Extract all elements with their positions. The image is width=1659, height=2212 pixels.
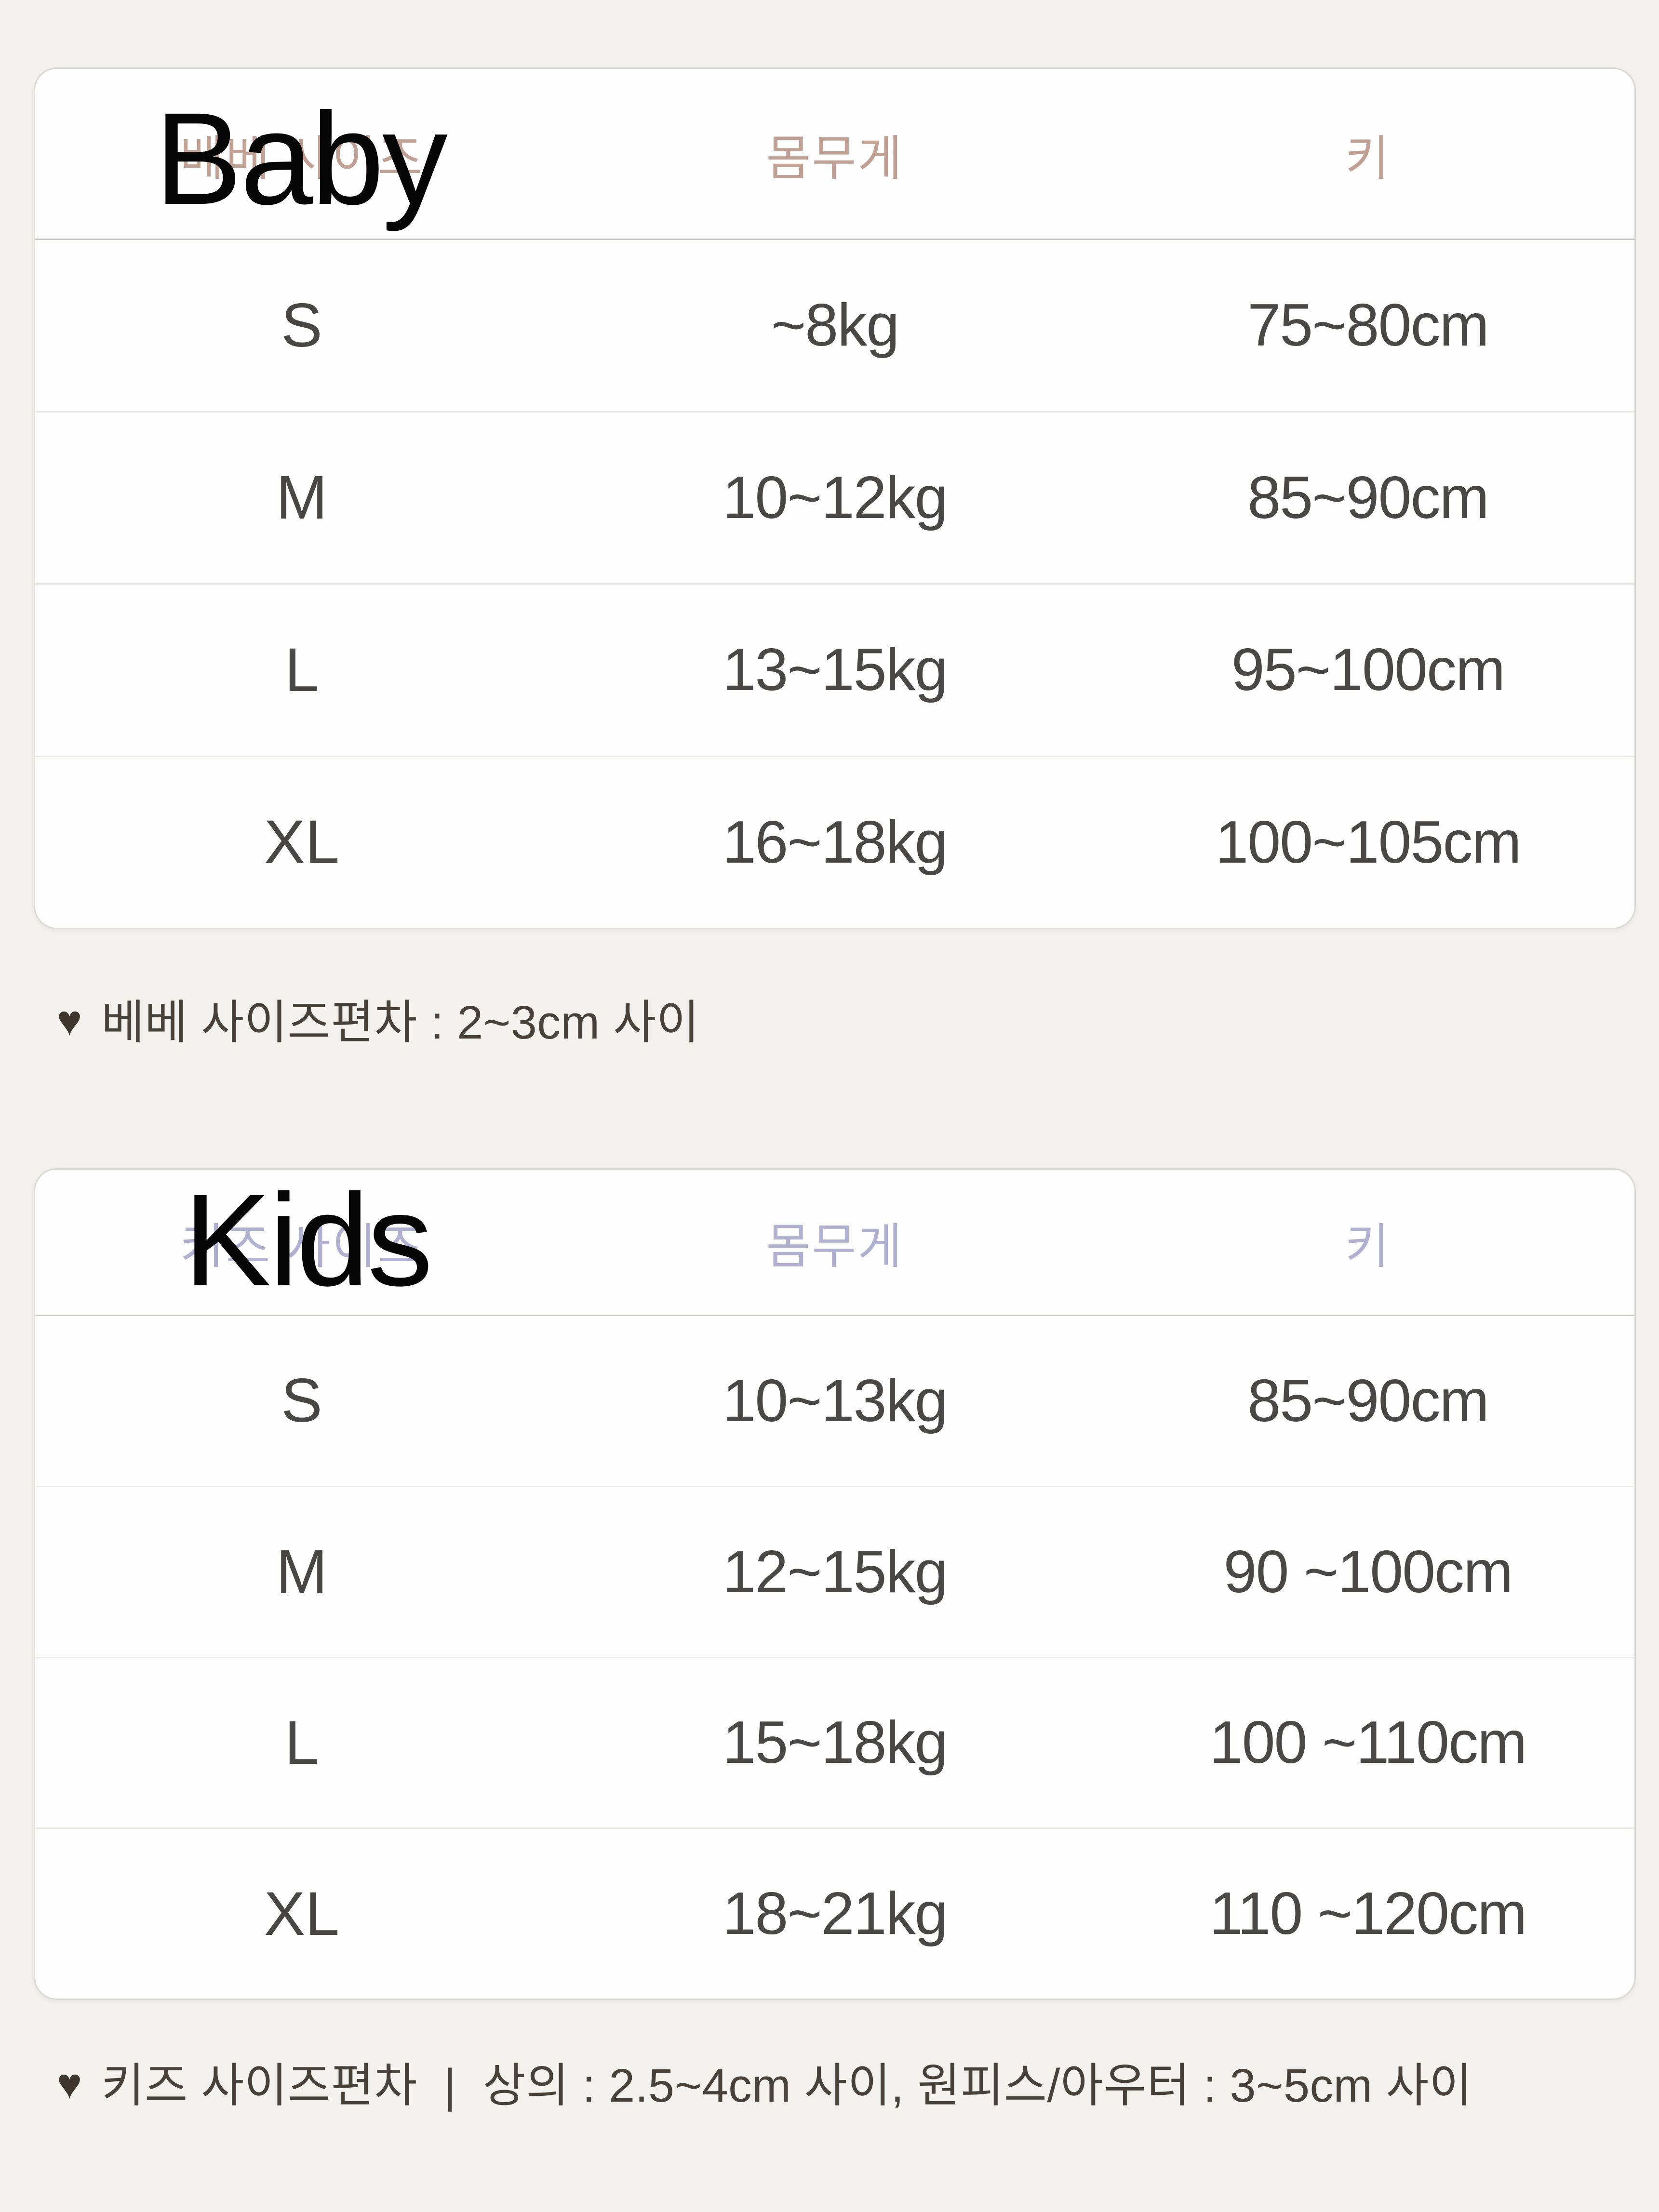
table-row: S ~8kg 75~80cm <box>35 240 1634 413</box>
kids-header-height-cell: 키 <box>1101 1207 1634 1277</box>
table-row: XL 18~21kg 110 ~120cm <box>35 1829 1634 1999</box>
height-cell: 85~90cm <box>1247 464 1489 531</box>
weight-cell: 16~18kg <box>722 809 948 876</box>
baby-header-weight-cell: 몸무게 <box>568 119 1101 189</box>
height-cell: 85~90cm <box>1247 1367 1489 1434</box>
table-row: L 15~18kg 100 ~110cm <box>35 1658 1634 1829</box>
weight-cell: ~8kg <box>771 292 899 359</box>
height-cell: 100 ~110cm <box>1209 1709 1527 1776</box>
baby-table-header-row: 베베 사이즈 몸무게 키 <box>35 69 1634 240</box>
weight-cell: 10~13kg <box>722 1367 948 1434</box>
baby-size-note-text: 베베 사이즈편차 : 2~3cm 사이 <box>101 996 700 1049</box>
table-row: M 10~12kg 85~90cm <box>35 413 1634 585</box>
height-cell: 90 ~100cm <box>1223 1538 1513 1605</box>
kids-header-size-cell: 키즈 사이즈 <box>35 1207 568 1277</box>
height-cell: 100~105cm <box>1215 809 1521 876</box>
height-column-header: 키 <box>1345 131 1391 186</box>
kids-size-column-header: 키즈 사이즈 <box>180 1220 424 1274</box>
baby-header-size-cell: 베베 사이즈 <box>35 119 568 189</box>
kids-size-note: ♥ 키즈 사이즈편차 | 상의 : 2.5~4cm 사이, 원피스/아우터 : … <box>57 2047 1472 2115</box>
heart-icon: ♥ <box>57 996 82 1044</box>
weight-cell: 15~18kg <box>722 1709 948 1776</box>
size-cell: L <box>284 1708 319 1777</box>
size-cell: M <box>276 1537 328 1607</box>
size-cell: S <box>281 291 322 360</box>
weight-cell: 12~15kg <box>722 1538 948 1605</box>
weight-column-header: 몸무게 <box>766 131 904 186</box>
size-cell: S <box>281 1366 322 1436</box>
kids-size-note-text: 키즈 사이즈편차 | 상의 : 2.5~4cm 사이, 원피스/아우터 : 3~… <box>101 2059 1472 2112</box>
baby-size-note: ♥ 베베 사이즈편차 : 2~3cm 사이 <box>57 984 700 1052</box>
baby-header-height-cell: 키 <box>1101 119 1634 189</box>
size-cell: XL <box>264 808 340 877</box>
size-cell: L <box>284 635 319 705</box>
baby-size-column-header: 베베 사이즈 <box>180 131 424 186</box>
table-row: L 13~15kg 95~100cm <box>35 585 1634 757</box>
size-cell: XL <box>264 1879 340 1948</box>
table-row: XL 16~18kg 100~105cm <box>35 757 1634 928</box>
size-cell: M <box>276 463 328 533</box>
weight-column-header: 몸무게 <box>766 1220 904 1274</box>
baby-size-table: 베베 사이즈 몸무게 키 S ~8kg 75~80cm M 10~12kg 85… <box>34 67 1636 929</box>
height-cell: 75~80cm <box>1247 292 1489 359</box>
table-row: M 12~15kg 90 ~100cm <box>35 1487 1634 1658</box>
height-column-header: 키 <box>1345 1220 1391 1274</box>
height-cell: 95~100cm <box>1231 637 1506 704</box>
height-cell: 110 ~120cm <box>1209 1880 1527 1947</box>
table-row: S 10~13kg 85~90cm <box>35 1316 1634 1487</box>
kids-header-weight-cell: 몸무게 <box>568 1207 1101 1277</box>
heart-icon: ♥ <box>57 2059 82 2107</box>
kids-table-header-row: 키즈 사이즈 몸무게 키 <box>35 1170 1634 1316</box>
weight-cell: 18~21kg <box>722 1880 948 1947</box>
kids-size-table: 키즈 사이즈 몸무게 키 S 10~13kg 85~90cm M 12~15kg… <box>34 1168 1636 2000</box>
weight-cell: 10~12kg <box>722 464 948 531</box>
weight-cell: 13~15kg <box>722 637 948 704</box>
